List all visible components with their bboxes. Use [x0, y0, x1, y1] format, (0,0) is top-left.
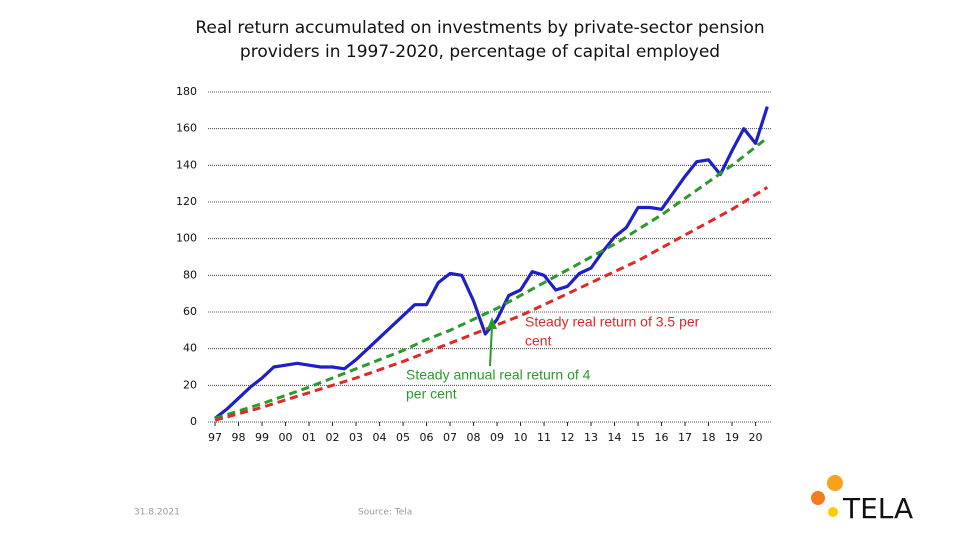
x-tick-label: 01 — [302, 431, 316, 444]
logo-dot — [828, 507, 838, 517]
y-tick-label: 160 — [176, 122, 197, 135]
y-tick-label: 180 — [176, 85, 197, 98]
x-tick-label: 03 — [349, 431, 363, 444]
y-tick-label: 20 — [183, 378, 197, 391]
x-tick-label: 18 — [702, 431, 716, 444]
x-tick-label: 09 — [490, 431, 504, 444]
y-tick-label: 120 — [176, 195, 197, 208]
x-tick-label: 98 — [232, 431, 246, 444]
data-line — [214, 186, 769, 422]
y-tick-label: 140 — [176, 158, 197, 171]
x-tick-label: 00 — [279, 431, 293, 444]
x-tick-label: 11 — [537, 431, 551, 444]
logo-text: TELA — [842, 492, 913, 525]
x-tick-label: 13 — [584, 431, 598, 444]
y-tick-label: 100 — [176, 232, 197, 245]
x-tick-label: 10 — [514, 431, 528, 444]
footer-date: 31.8.2021 — [134, 508, 180, 518]
arrow-head — [487, 317, 497, 329]
logo: TELA — [811, 475, 913, 525]
data-line — [214, 136, 769, 420]
y-tick-label: 60 — [183, 305, 197, 318]
x-tick-label: 07 — [443, 431, 457, 444]
y-tick-label: 40 — [183, 342, 197, 355]
annotation: per cent — [406, 386, 457, 402]
y-tick-label: 80 — [183, 268, 197, 281]
x-tick-label: 04 — [373, 431, 387, 444]
annotation: Steady real return of 3.5 per — [525, 314, 700, 330]
y-tick-label: 0 — [190, 415, 197, 428]
x-tick-label: 99 — [255, 431, 269, 444]
x-tick-label: 16 — [655, 431, 669, 444]
footer-source: Source: Tela — [358, 508, 412, 518]
x-tick-label: 15 — [631, 431, 645, 444]
logo-dot — [827, 475, 843, 491]
x-tick-label: 14 — [608, 431, 622, 444]
annotation: Steady annual real return of 4 — [406, 367, 591, 383]
arrow-shaft — [489, 325, 493, 367]
logo-dot — [811, 491, 825, 505]
x-tick-label: 02 — [326, 431, 340, 444]
x-tick-label: 19 — [725, 431, 739, 444]
annotation: cent — [525, 333, 552, 349]
x-tick-label: 06 — [420, 431, 434, 444]
x-tick-label: 12 — [561, 431, 575, 444]
x-tick-label: 20 — [749, 431, 763, 444]
x-tick-label: 17 — [678, 431, 692, 444]
x-tick-label: 97 — [208, 431, 222, 444]
x-tick-label: 08 — [467, 431, 481, 444]
x-tick-label: 05 — [396, 431, 410, 444]
chart-title: Real return accumulated on investments b… — [195, 18, 765, 62]
